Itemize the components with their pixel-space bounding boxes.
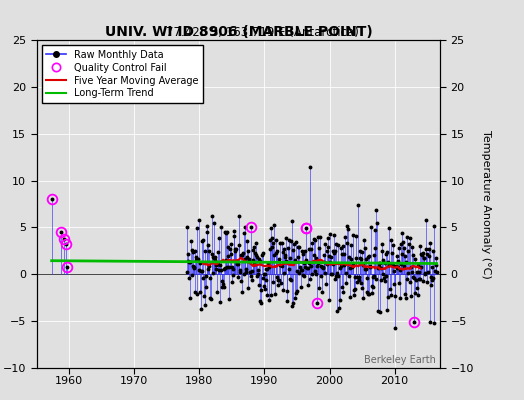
Text: 77.425 S, 163.719 E (Antarctica): 77.425 S, 163.719 E (Antarctica) [166, 26, 358, 39]
Legend: Raw Monthly Data, Quality Control Fail, Five Year Moving Average, Long-Term Tren: Raw Monthly Data, Quality Control Fail, … [41, 45, 203, 103]
Text: Berkeley Earth: Berkeley Earth [364, 355, 436, 365]
Title: UNIV. WI ID 8906 (MARBLE POINT): UNIV. WI ID 8906 (MARBLE POINT) [105, 25, 372, 39]
Y-axis label: Temperature Anomaly (°C): Temperature Anomaly (°C) [481, 130, 490, 278]
